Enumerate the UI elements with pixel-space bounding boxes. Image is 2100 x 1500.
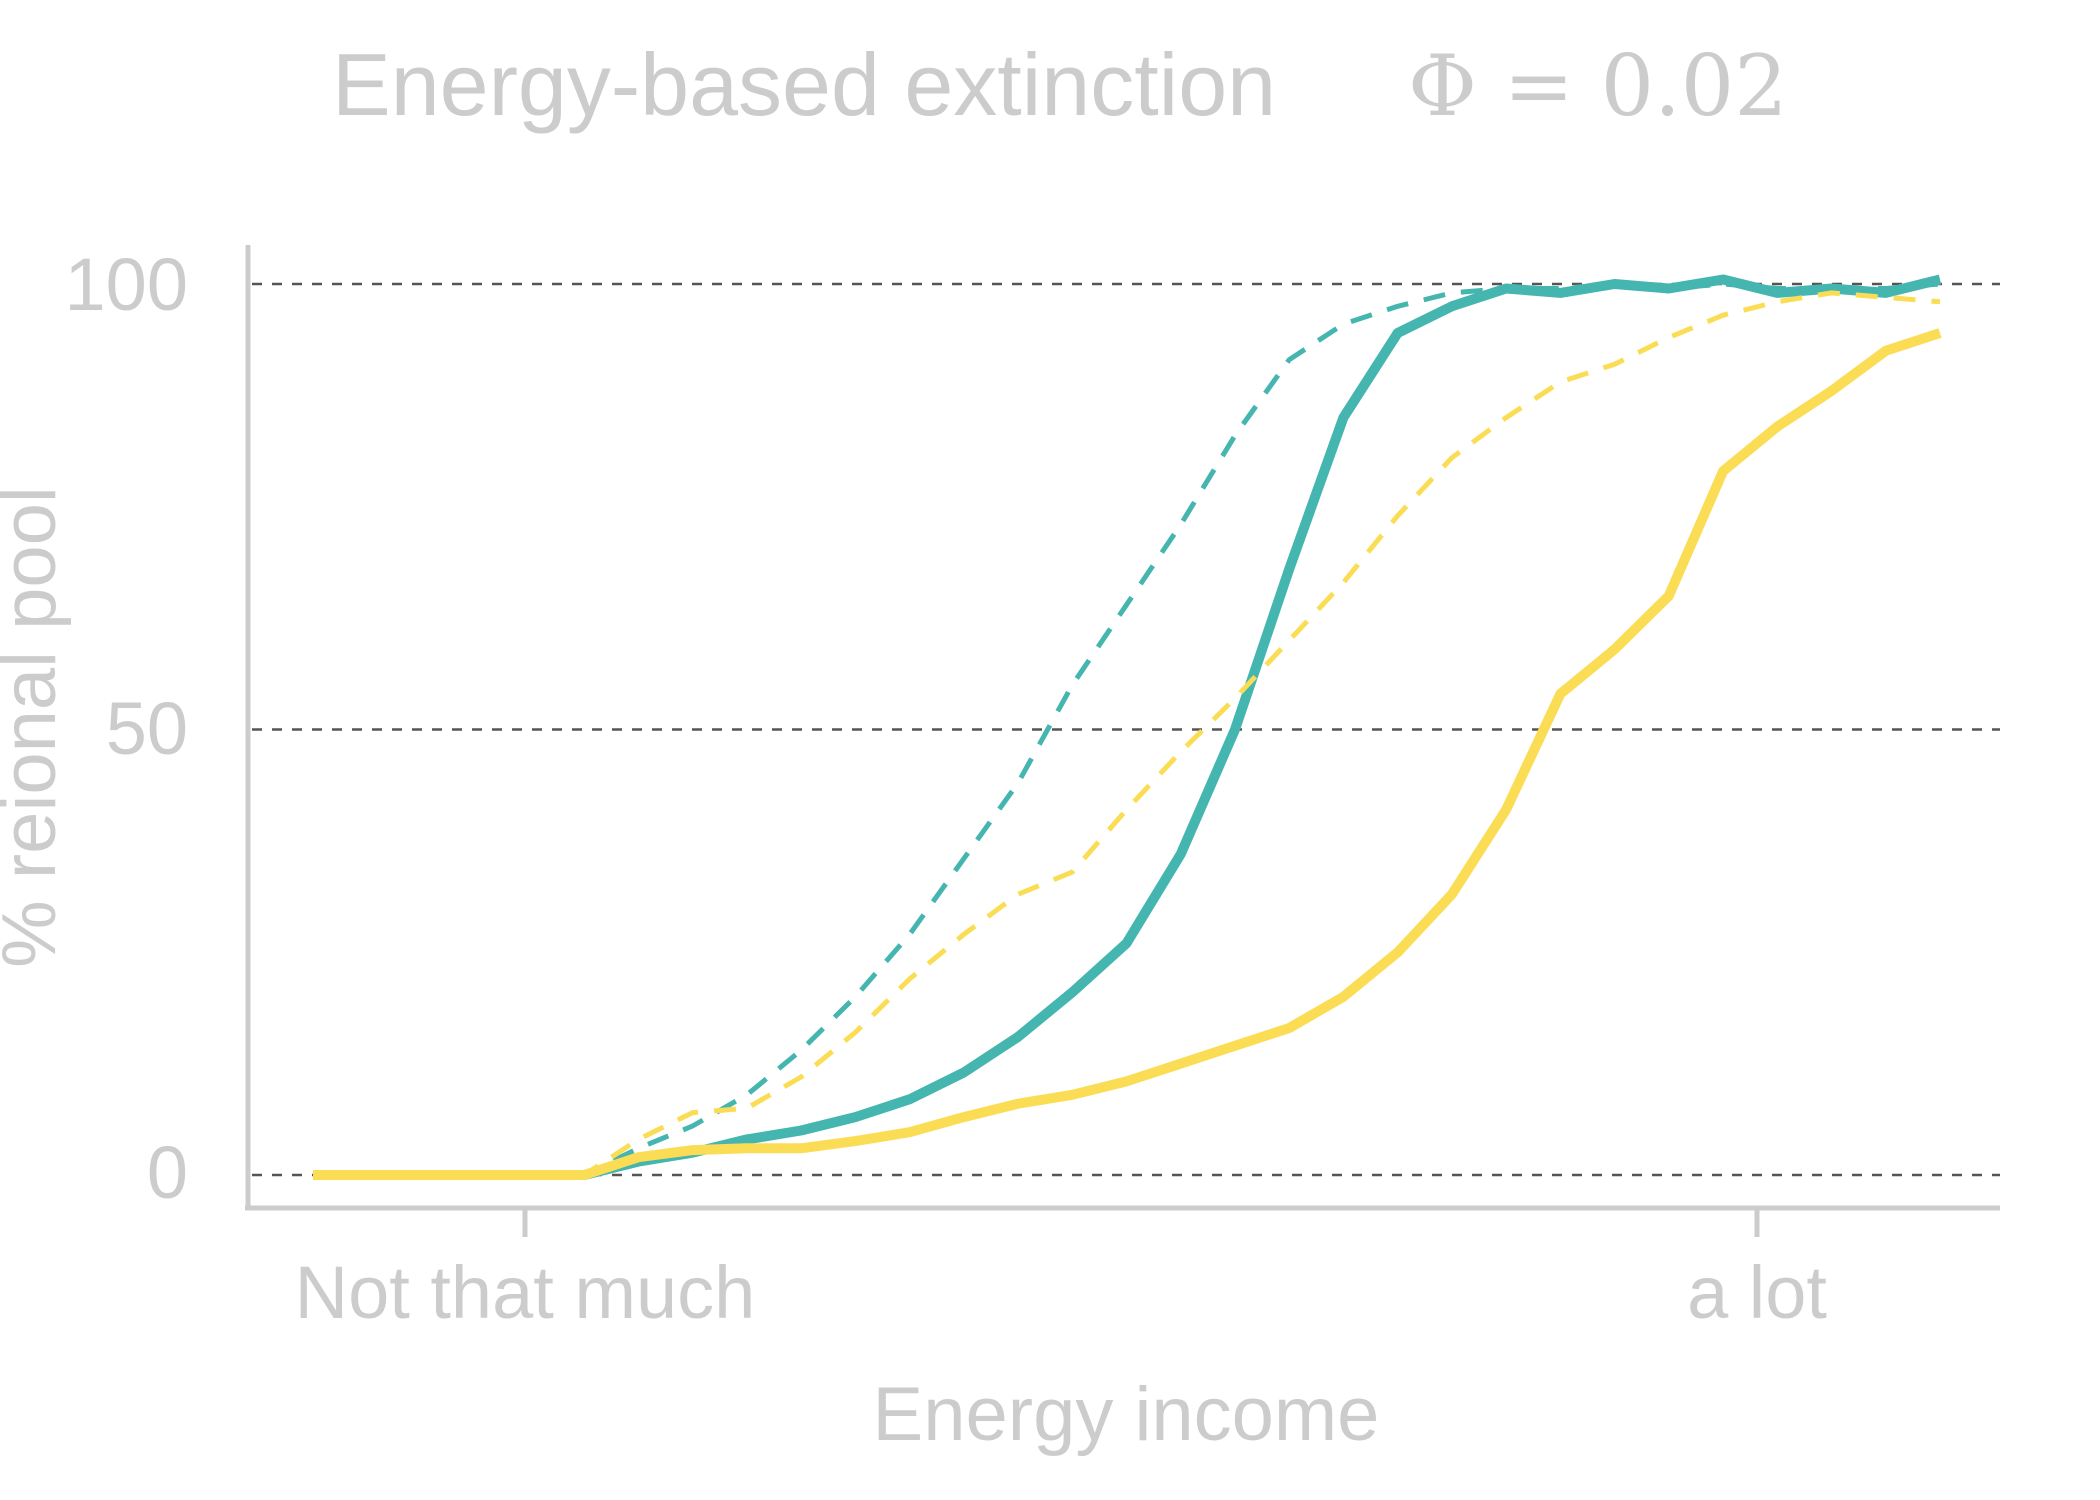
x-axis-title: Energy income	[873, 1372, 1380, 1457]
labels: Energy-based extinction Φ = 0.02 100 50 …	[0, 35, 1827, 1457]
x-tick-label-left: Not that much	[295, 1251, 756, 1334]
chart-subtitle: Φ = 0.02	[1408, 37, 1788, 135]
chart-title: Energy-based extinction	[332, 35, 1276, 134]
x-tick-label-right: a lot	[1687, 1251, 1827, 1334]
series-line-yellow-solid	[313, 328, 1942, 1180]
y-axis-title: % reional pool	[0, 486, 72, 968]
series-line-teal-solid	[313, 274, 1942, 1180]
series-line-yellow-dashed	[313, 290, 1941, 1178]
axes	[245, 245, 2000, 1237]
y-tick-label-100: 100	[65, 243, 188, 326]
series-group	[313, 274, 1942, 1180]
y-tick-label-0: 0	[147, 1131, 188, 1214]
gridlines	[252, 282, 2000, 1177]
y-tick-label-50: 50	[106, 687, 188, 770]
